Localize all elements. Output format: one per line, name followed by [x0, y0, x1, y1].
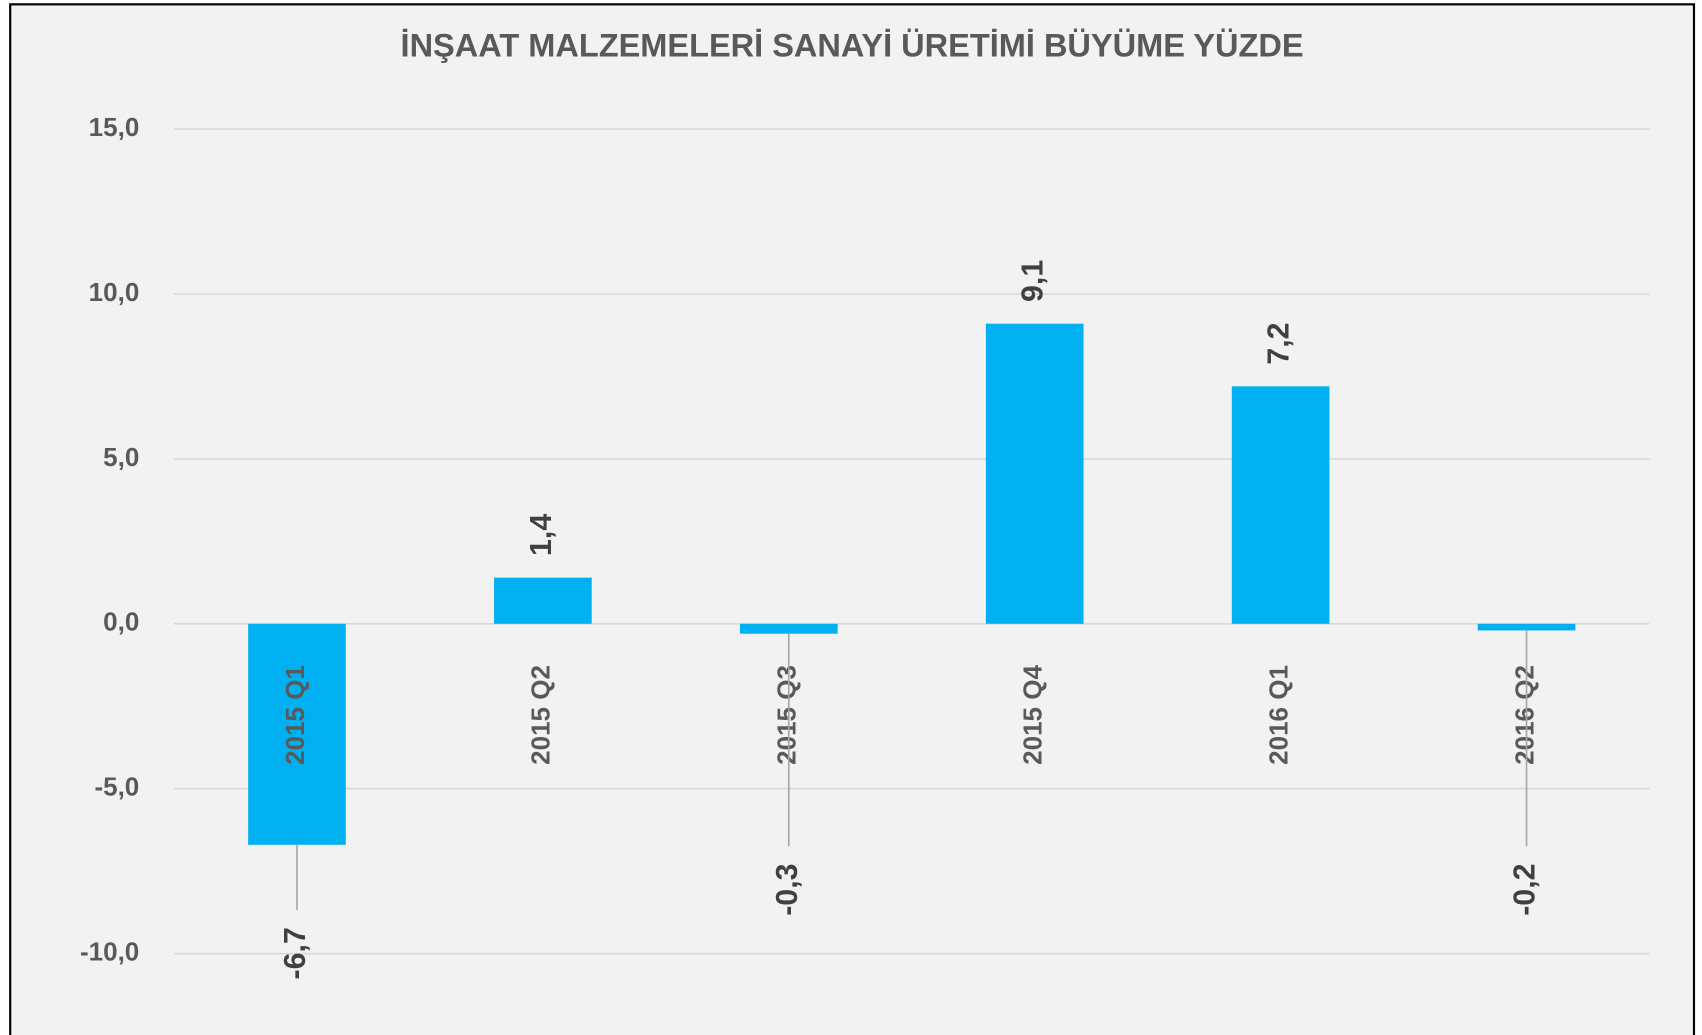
- data-label: -0,2: [1509, 863, 1542, 915]
- y-tick-label: 10,0: [89, 277, 140, 307]
- y-tick-label: -5,0: [94, 772, 139, 802]
- y-tick-label: -10,0: [80, 937, 139, 967]
- bar: [1231, 386, 1330, 624]
- x-tick-label: 2015 Q2: [526, 665, 556, 765]
- data-label: -6,7: [279, 927, 312, 979]
- x-tick-label: 2015 Q1: [280, 665, 310, 765]
- bar: [739, 623, 838, 634]
- data-label: 9,1: [1017, 260, 1050, 302]
- x-tick-label: 2015 Q3: [772, 665, 802, 765]
- x-tick-label: 2016 Q2: [1509, 665, 1539, 765]
- bar: [985, 323, 1084, 624]
- y-tick-label: 5,0: [103, 442, 139, 472]
- x-tick-label: 2016 Q1: [1263, 665, 1293, 765]
- data-label: 1,4: [525, 514, 558, 556]
- bar: [248, 623, 346, 845]
- bar: [1477, 623, 1576, 631]
- data-label: 7,2: [1263, 322, 1296, 364]
- data-label: -0,3: [771, 863, 804, 915]
- chart-frame: [9, 3, 1696, 1035]
- x-tick-label: 2015 Q4: [1018, 665, 1048, 765]
- bar: [494, 577, 592, 624]
- chart-title: İNŞAAT MALZEMELERİ SANAYİ ÜRETİMİ BÜYÜME…: [401, 27, 1304, 63]
- y-tick-label: 0,0: [103, 607, 139, 637]
- y-tick-label: 15,0: [89, 112, 140, 142]
